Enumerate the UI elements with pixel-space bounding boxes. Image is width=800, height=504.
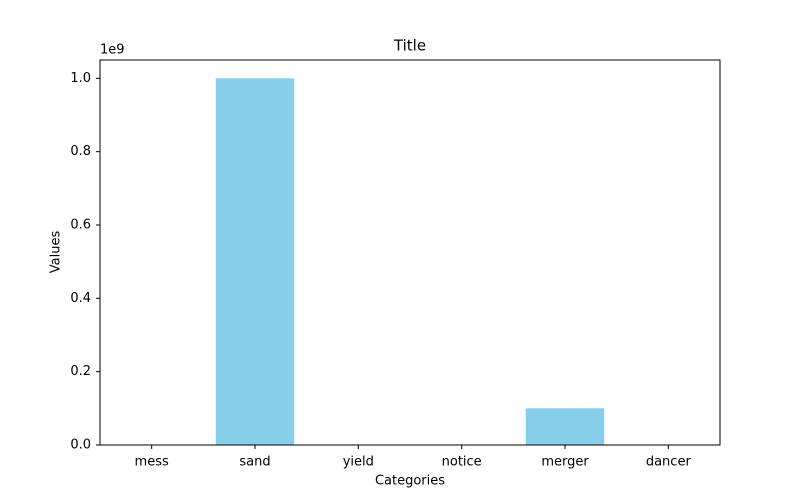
y-tick-label: 0.6	[70, 218, 91, 233]
x-tick-label: yield	[343, 455, 374, 470]
x-tick-label: dancer	[646, 455, 692, 470]
y-tick-label: 0.8	[70, 144, 91, 159]
chart-title: Title	[393, 37, 426, 55]
y-tick-label: 0.4	[70, 291, 91, 306]
x-tick-label: mess	[135, 455, 169, 470]
x-axis-label: Categories	[375, 474, 445, 489]
y-offset-label: 1e9	[100, 43, 125, 58]
y-tick-label: 1.0	[70, 71, 91, 86]
bar	[525, 408, 605, 445]
y-tick-label: 0.2	[70, 364, 91, 379]
plot-frame	[99, 59, 721, 446]
x-tick-label: merger	[541, 455, 589, 470]
bar	[215, 78, 295, 445]
x-tick-label: sand	[239, 455, 270, 470]
x-tick-label: notice	[442, 455, 482, 470]
y-tick-label: 0.0	[70, 438, 91, 453]
y-axis-label: Values	[49, 231, 64, 274]
